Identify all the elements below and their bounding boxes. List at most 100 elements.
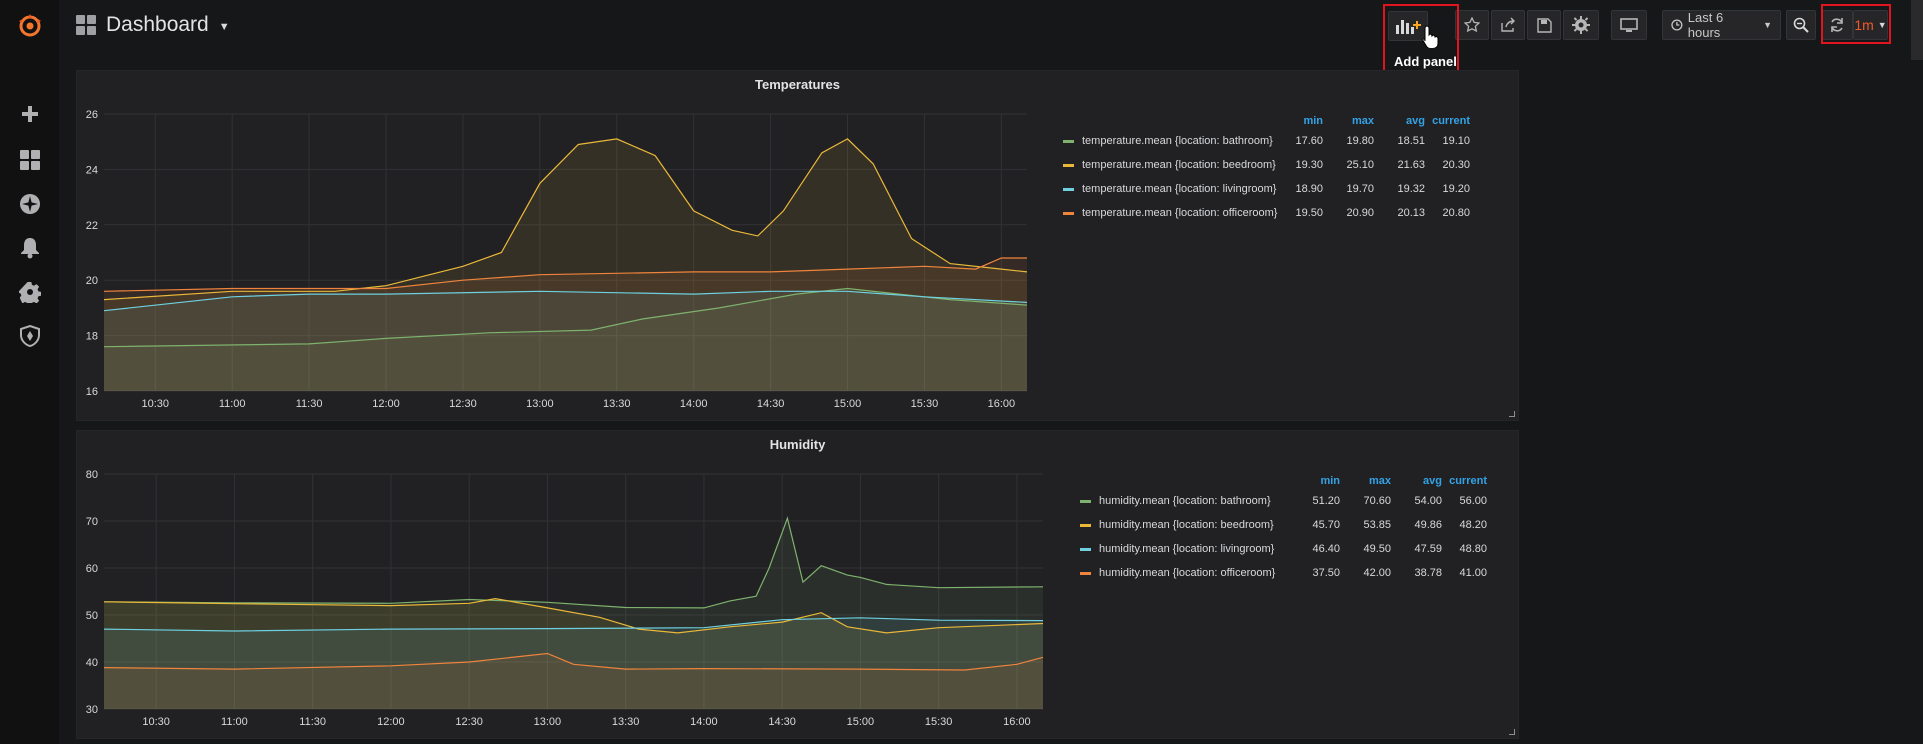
series-max: 20.90	[1346, 207, 1374, 219]
series-line[interactable]	[103, 257, 1027, 292]
series-min: 51.20	[1312, 495, 1340, 507]
legend-row[interactable]: temperature.mean {location: officeroom} …	[1055, 201, 1470, 225]
refresh-button[interactable]	[1821, 10, 1853, 40]
series-line[interactable]	[103, 290, 1028, 312]
panel-title[interactable]: Humidity	[769, 437, 826, 452]
star-icon	[1464, 17, 1480, 33]
sidebar	[0, 0, 59, 744]
series-current: 56.00	[1459, 495, 1487, 507]
configuration-gear-icon[interactable]	[16, 278, 44, 306]
series-max: 19.80	[1346, 135, 1374, 147]
legend-row[interactable]: temperature.mean {location: livingroom} …	[1055, 177, 1470, 201]
star-dashboard-button[interactable]	[1455, 10, 1489, 40]
series-min: 45.70	[1312, 519, 1340, 531]
series-name[interactable]: humidity.mean {location: bathroom}	[1099, 495, 1271, 507]
series-line[interactable]	[103, 597, 1044, 634]
legend-header-current[interactable]: current	[1449, 474, 1487, 487]
legend-row[interactable]: temperature.mean {location: bathroom} 17…	[1055, 129, 1470, 153]
temperatures-graph[interactable]: 16 18 20 22 24 26 10:30 11:00 11:30 12:00 12:30 13:…	[77, 71, 1117, 422]
plus-icon[interactable]	[16, 100, 44, 128]
x-tick-label: 12:30	[455, 716, 483, 728]
legend-header-avg[interactable]: avg	[1406, 114, 1425, 127]
time-range-picker[interactable]: Last 6 hours ▼	[1662, 10, 1781, 40]
view-mode-tv-button[interactable]	[1611, 10, 1647, 40]
x-tick-label: 11:30	[299, 716, 326, 728]
series-area	[104, 291, 1027, 391]
legend-header-max[interactable]: max	[1351, 114, 1374, 127]
panel-title[interactable]: Temperatures	[754, 77, 840, 92]
legend-header-min[interactable]: min	[1320, 474, 1340, 487]
series-max: 19.70	[1346, 183, 1374, 195]
x-tick-label: 16:00	[1003, 716, 1031, 728]
dashboard-settings-button[interactable]	[1563, 10, 1599, 40]
humidity-graph[interactable]: 30 40 50 60 70 80 10:30 11:00 11:30 12:00 12:30 13:…	[77, 431, 1137, 740]
legend-row[interactable]: humidity.mean {location: beedroom} 45.70…	[1072, 513, 1487, 537]
series-color-swatch[interactable]	[1080, 523, 1091, 527]
x-tick-label: 14:00	[680, 398, 708, 410]
series-line[interactable]	[103, 138, 1028, 301]
legend-header-current[interactable]: current	[1432, 114, 1470, 127]
save-icon	[1536, 17, 1552, 33]
series-min: 18.90	[1295, 183, 1323, 195]
x-tick-label: 12:00	[377, 716, 405, 728]
series-color-swatch[interactable]	[1080, 499, 1091, 503]
legend-row[interactable]: temperature.mean {location: beedroom} 19…	[1055, 153, 1470, 177]
series-current: 19.20	[1442, 183, 1470, 195]
series-avg: 20.13	[1397, 207, 1425, 219]
dashboards-grid-icon[interactable]	[16, 146, 44, 174]
save-dashboard-button[interactable]	[1527, 10, 1561, 40]
legend-row[interactable]: humidity.mean {location: officeroom} 37.…	[1072, 561, 1487, 585]
alerting-bell-icon[interactable]	[16, 234, 44, 262]
x-tick-label: 11:30	[296, 398, 323, 410]
series-color-swatch[interactable]	[1063, 163, 1074, 167]
series-color-swatch[interactable]	[1080, 571, 1091, 575]
series-name[interactable]: humidity.mean {location: officeroom}	[1099, 567, 1276, 579]
panel-resize-handle[interactable]	[1509, 729, 1515, 735]
series-color-swatch[interactable]	[1063, 211, 1074, 215]
series-line[interactable]	[103, 516, 1044, 609]
zoom-out-button[interactable]	[1786, 10, 1816, 40]
series-line[interactable]	[103, 652, 1044, 671]
series-current: 41.00	[1459, 567, 1487, 579]
legend-header-min[interactable]: min	[1303, 114, 1323, 127]
series-name[interactable]: temperature.mean {location: bathroom}	[1082, 135, 1273, 147]
share-dashboard-button[interactable]	[1491, 10, 1525, 40]
series-current: 19.10	[1442, 135, 1470, 147]
series-name[interactable]: temperature.mean {location: livingroom}	[1082, 183, 1277, 195]
time-range-label: Last 6 hours	[1687, 10, 1724, 40]
series-avg: 21.63	[1397, 159, 1425, 171]
legend-header-avg[interactable]: avg	[1423, 474, 1442, 487]
x-tick-label: 11:00	[219, 398, 246, 410]
series-area	[104, 617, 1043, 709]
server-admin-shield-icon[interactable]	[16, 322, 44, 350]
series-color-swatch[interactable]	[1063, 187, 1074, 191]
page-scrollbar[interactable]	[1911, 0, 1923, 60]
x-tick-label: 14:00	[690, 716, 718, 728]
series-color-swatch[interactable]	[1080, 547, 1091, 551]
x-tick-label: 16:00	[988, 398, 1016, 410]
series-line[interactable]	[103, 617, 1044, 632]
series-color-swatch[interactable]	[1063, 139, 1074, 143]
series-name[interactable]: humidity.mean {location: beedroom}	[1099, 519, 1274, 531]
dashboards-grid-icon	[76, 15, 96, 35]
legend-row[interactable]: humidity.mean {location: bathroom} 51.20…	[1072, 489, 1487, 513]
series-name[interactable]: humidity.mean {location: livingroom}	[1099, 543, 1275, 555]
y-tick-label: 80	[86, 469, 98, 481]
humidity-legend: min max avg current humidity.mean {locat…	[1072, 472, 1487, 585]
series-area	[104, 258, 1027, 391]
legend-header-max[interactable]: max	[1368, 474, 1391, 487]
series-name[interactable]: temperature.mean {location: officeroom}	[1082, 207, 1278, 219]
dashboard-picker[interactable]: Dashboard ▼	[76, 10, 230, 40]
y-tick-label: 40	[86, 657, 98, 669]
explore-compass-icon[interactable]	[16, 190, 44, 218]
series-name[interactable]: temperature.mean {location: beedroom}	[1082, 159, 1276, 171]
series-current: 48.80	[1459, 543, 1487, 555]
temperatures-panel: Temperatures 16 18 20 22 24 26 10:30 11:00 11:30…	[76, 70, 1519, 421]
series-min: 19.30	[1295, 159, 1323, 171]
refresh-interval-picker[interactable]: 1m ▼	[1853, 10, 1888, 40]
legend-row[interactable]: humidity.mean {location: livingroom} 46.…	[1072, 537, 1487, 561]
add-panel-button[interactable]	[1388, 11, 1428, 41]
grafana-logo-icon[interactable]	[16, 12, 44, 40]
x-tick-label: 11:00	[221, 716, 248, 728]
panel-resize-handle[interactable]	[1509, 411, 1515, 417]
